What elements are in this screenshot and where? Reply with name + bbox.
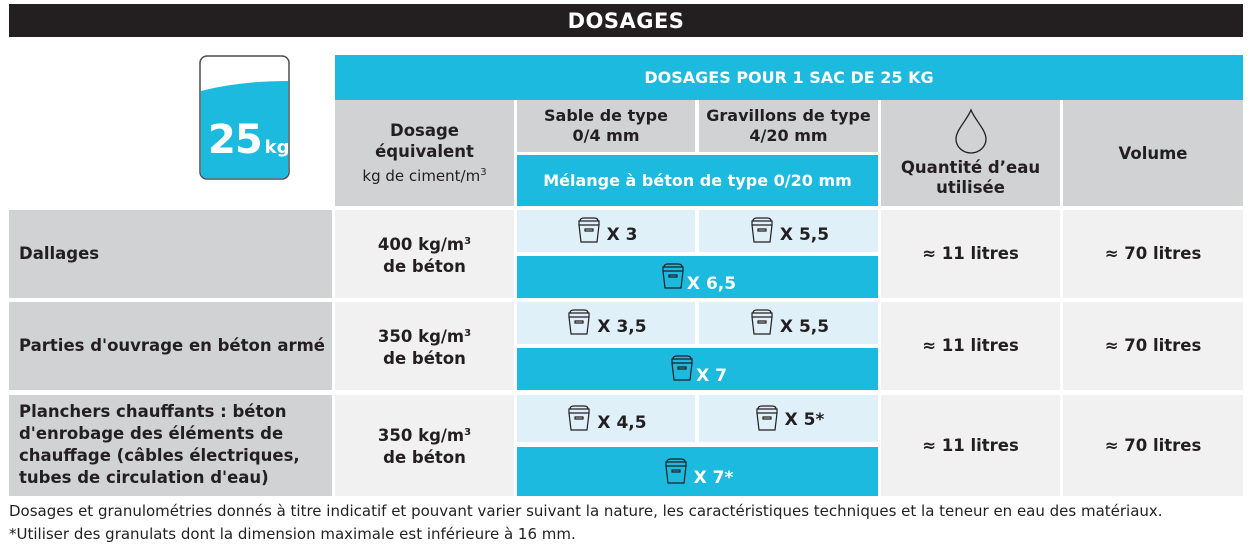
dosage-value: 350 kg/m xyxy=(377,426,465,445)
bag-25kg-icon: 25 kg xyxy=(199,55,290,180)
bag-unit: kg xyxy=(264,137,290,158)
sable-quantity-value: X 3 xyxy=(606,225,638,245)
header-dosage-unit-sup: 3 xyxy=(480,166,487,178)
dosage-suffix: de béton xyxy=(383,448,466,467)
header-water-line1: Quantité d’eau xyxy=(900,158,1041,177)
gravillons-quantity: X 5* xyxy=(699,395,878,442)
bucket-icon xyxy=(671,355,693,381)
page-title: DOSAGES xyxy=(9,4,1243,37)
sable-quantity: X 3 xyxy=(517,210,695,252)
header-gravillons: Gravillons de type 4/20 mm xyxy=(699,100,878,152)
gravillons-quantity-value: X 5* xyxy=(784,409,825,430)
dosage-sup: 3 xyxy=(464,427,472,438)
volume-value: ≈ 70 litres xyxy=(1063,302,1243,390)
bucket-icon xyxy=(751,309,773,335)
header-volume: Volume xyxy=(1063,100,1243,206)
melange-quantity: X 7 xyxy=(517,348,878,390)
water-quantity: ≈ 11 litres xyxy=(881,210,1060,298)
volume-value: ≈ 70 litres xyxy=(1063,210,1243,298)
bucket-icon xyxy=(755,404,778,431)
header-water-line2: utilisée xyxy=(936,178,1005,197)
dosage-suffix: de béton xyxy=(383,348,466,368)
header-sable-line1: Sable de type xyxy=(544,106,668,125)
sable-quantity-value: X 4,5 xyxy=(597,412,647,433)
dosage-suffix: de béton xyxy=(383,256,466,276)
header-dosages-per-bag: DOSAGES POUR 1 SAC DE 25 KG xyxy=(335,55,1243,100)
bucket-icon xyxy=(751,217,773,243)
water-drop-icon xyxy=(954,108,987,154)
header-gravillons-line1: Gravillons de type xyxy=(706,106,871,125)
bucket-icon xyxy=(664,457,687,484)
water-quantity: ≈ 11 litres xyxy=(881,302,1060,390)
bucket-icon xyxy=(568,309,591,335)
row-label-line: d'enrobage des éléments de xyxy=(19,424,284,443)
row-label-planchers-chauffants: Planchers chauffants : béton d'enrobage … xyxy=(9,395,332,496)
dosage-value: 350 kg/m xyxy=(377,326,465,346)
header-dosage-unit: kg de ciment/m3 xyxy=(362,162,486,187)
footnote-indicative: Dosages et granulométries donnés à titre… xyxy=(9,502,1163,520)
header-gravillons-line2: 4/20 mm xyxy=(749,126,828,145)
melange-quantity-value: X 7 xyxy=(696,366,727,386)
melange-quantity: X 7* xyxy=(517,447,878,496)
header-dosage-equivalent: Dosage équivalent kg de ciment/m3 xyxy=(335,100,514,206)
header-dosage-unit-text: kg de ciment/m xyxy=(362,166,481,185)
row-label-line: tubes de circulation d'eau) xyxy=(19,468,269,487)
gravillons-quantity: X 5,5 xyxy=(699,302,878,344)
row-label-parties-ouvrage: Parties d'ouvrage en béton armé xyxy=(9,302,332,390)
header-dosage-line1: Dosage xyxy=(390,120,459,140)
gravillons-quantity-value: X 5,5 xyxy=(779,225,830,245)
header-dosage-line2: équivalent xyxy=(375,141,474,161)
melange-quantity-value: X 7* xyxy=(693,467,734,488)
bag-weight: 25 xyxy=(208,117,263,163)
header-sable: Sable de type 0/4 mm xyxy=(517,100,695,152)
bucket-icon xyxy=(568,404,591,431)
sable-quantity: X 3,5 xyxy=(517,302,695,344)
sable-quantity-value: X 3,5 xyxy=(597,317,647,337)
row-label-line: Planchers chauffants : béton xyxy=(19,402,287,421)
row-label-line: chauffage (câbles électriques, xyxy=(19,446,300,465)
water-quantity: ≈ 11 litres xyxy=(881,395,1060,496)
row-dosage: 350 kg/m3 de béton xyxy=(335,395,514,496)
header-water: Quantité d’eau utilisée xyxy=(881,100,1060,206)
row-label-dallages: Dallages xyxy=(9,210,332,298)
volume-value: ≈ 70 litres xyxy=(1063,395,1243,496)
row-dosage: 400 kg/m3 de béton xyxy=(335,210,514,298)
melange-quantity-value: X 6,5 xyxy=(686,274,737,294)
header-sable-line2: 0/4 mm xyxy=(572,126,640,145)
row-dosage: 350 kg/m3 de béton xyxy=(335,302,514,390)
gravillons-quantity: X 5,5 xyxy=(699,210,878,252)
bucket-icon xyxy=(662,263,684,289)
sable-quantity: X 4,5 xyxy=(517,395,695,442)
melange-quantity: X 6,5 xyxy=(517,256,878,298)
gravillons-quantity-value: X 5,5 xyxy=(779,317,830,337)
dosage-value: 400 kg/m xyxy=(377,234,465,254)
dosage-sup: 3 xyxy=(464,235,472,247)
dosage-sup: 3 xyxy=(464,327,472,339)
footnote-granulats: *Utiliser des granulats dont la dimensio… xyxy=(9,525,576,543)
header-melange: Mélange à béton de type 0/20 mm xyxy=(517,155,878,206)
bucket-icon xyxy=(577,217,600,243)
